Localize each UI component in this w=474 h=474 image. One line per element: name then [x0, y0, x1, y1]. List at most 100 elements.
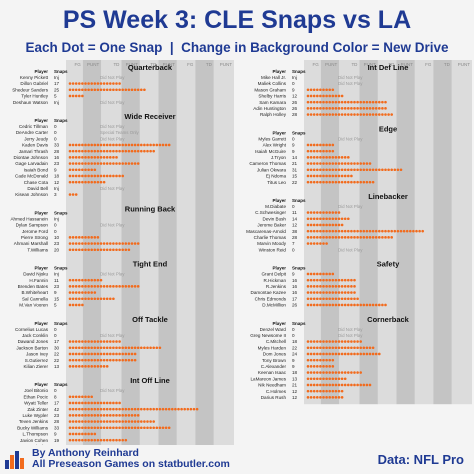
snap-dot	[102, 297, 106, 301]
player-snaps: 0	[292, 81, 295, 86]
snap-dot	[309, 365, 313, 368]
player-name: David Njoku	[23, 272, 48, 277]
player-snaps: 0	[292, 333, 295, 338]
snap-dot	[149, 426, 152, 430]
snap-dot	[84, 346, 87, 350]
snap-dot	[90, 291, 93, 294]
player-name: Cameron Thomas	[249, 161, 286, 166]
player-snaps: 0	[292, 247, 295, 252]
snap-dot	[319, 143, 322, 147]
snap-dot	[309, 371, 313, 374]
snap-dot	[109, 420, 112, 423]
snap-dot	[112, 88, 115, 92]
snap-dot	[90, 168, 93, 172]
snap-dot	[343, 113, 347, 116]
snap-dot	[306, 340, 310, 343]
snap-dot	[334, 174, 338, 178]
snap-dot	[68, 168, 72, 172]
snap-dot	[331, 278, 335, 282]
snap-dot	[319, 113, 322, 116]
snap-dot	[353, 340, 356, 343]
player-name: Kisean Johnson	[15, 192, 48, 197]
snap-dot	[74, 346, 78, 350]
snap-dot	[87, 432, 90, 436]
snap-dot	[74, 438, 78, 442]
snap-dot	[90, 358, 93, 362]
snap-dot	[136, 414, 140, 417]
snap-dot	[78, 303, 81, 307]
snap-dot	[309, 303, 313, 307]
snap-dot	[309, 94, 313, 98]
snap-dot	[374, 107, 378, 110]
snap-dot	[322, 223, 325, 227]
snap-dot	[81, 432, 84, 436]
player-name: Jamari Thrash	[19, 149, 49, 154]
player-name: C.Mitchell	[266, 339, 286, 344]
snap-dot	[371, 168, 375, 172]
snap-dot	[312, 143, 316, 147]
snap-dot	[71, 174, 75, 178]
snap-dot	[362, 113, 366, 116]
player-snaps: 5	[54, 94, 57, 99]
snap-dot	[183, 407, 186, 411]
snap-dot	[337, 100, 341, 104]
snap-dot	[118, 352, 121, 356]
snap-dot	[331, 272, 335, 276]
snap-dot	[316, 100, 319, 104]
snap-dot	[99, 278, 103, 282]
snap-dot	[74, 365, 78, 368]
snap-dot	[328, 285, 332, 288]
snap-dot	[102, 162, 106, 165]
snap-dot	[78, 94, 81, 98]
snap-dot	[384, 303, 387, 307]
snap-dot	[350, 303, 353, 307]
snap-dot	[90, 285, 93, 288]
snap-dot	[328, 371, 332, 374]
drive-label: TD	[113, 62, 120, 67]
snap-dot	[78, 174, 81, 178]
snap-dot	[133, 352, 137, 356]
snap-dot	[109, 242, 112, 245]
player-snaps: 14	[292, 216, 298, 221]
snap-dot	[421, 229, 425, 233]
snap-dot	[152, 149, 155, 153]
snap-dot	[306, 217, 310, 221]
snap-dot	[340, 229, 344, 233]
snap-dot	[331, 174, 335, 178]
player-header: Player	[34, 266, 48, 271]
snap-dot	[87, 236, 90, 239]
credit-link[interactable]: All Preseason Games on statbutler.com	[32, 458, 230, 470]
snap-dot	[112, 420, 115, 423]
player-snaps: Inj	[54, 272, 59, 277]
snap-dot	[115, 407, 118, 411]
snap-dot	[71, 346, 75, 350]
snap-dot	[365, 168, 369, 172]
snap-dot	[312, 242, 316, 245]
snap-dot	[140, 149, 143, 153]
snap-dot	[87, 248, 90, 252]
snap-dot	[337, 94, 341, 98]
snap-dot	[328, 389, 332, 393]
snap-dot	[158, 426, 162, 430]
snap-dot	[412, 229, 415, 233]
player-header: Player	[34, 321, 48, 326]
snap-dot	[309, 383, 313, 387]
snap-dot	[312, 149, 316, 153]
snap-dot	[96, 340, 100, 343]
snap-dot	[322, 352, 325, 356]
snap-dot	[90, 278, 93, 282]
snap-dot	[115, 420, 118, 423]
player-snaps: 18	[54, 174, 60, 179]
snap-dot	[71, 395, 75, 399]
snap-dot	[306, 100, 310, 104]
snaps-header: Snaps	[54, 382, 68, 387]
snap-dot	[312, 352, 316, 356]
group-title: Cornerback	[367, 315, 410, 324]
player-name: H.Fannin	[29, 278, 48, 283]
snap-dot	[319, 94, 322, 98]
snap-dot	[118, 143, 121, 147]
snap-dot	[316, 162, 319, 165]
snap-dot	[347, 180, 350, 184]
player-note: Did Not Play	[100, 75, 125, 80]
snap-dot	[319, 396, 322, 399]
